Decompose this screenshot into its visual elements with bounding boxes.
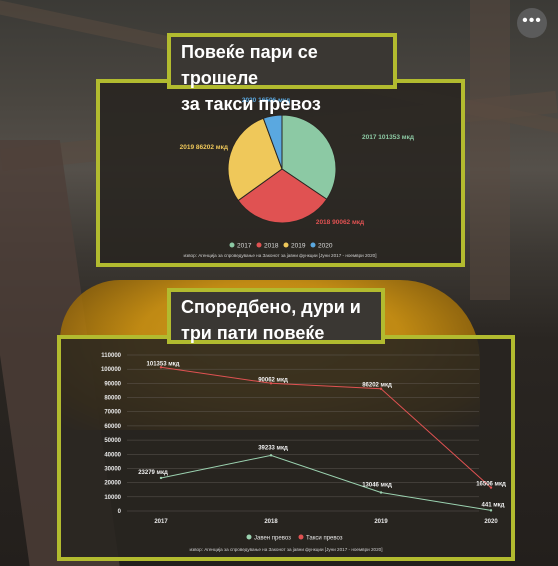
data-point (269, 454, 273, 457)
legend-marker (229, 242, 235, 248)
pie-slice (281, 114, 337, 200)
y-tick-label: 110000 (101, 353, 121, 359)
data-label: 13046 мкд (362, 482, 392, 488)
pie-slice (227, 117, 283, 202)
source-note: извор: Агенција за спроведување на Закон… (190, 547, 383, 552)
bridge-beam (470, 0, 510, 300)
data-point (379, 491, 383, 494)
series-line (160, 366, 492, 488)
legend-marker (283, 242, 289, 248)
source-note: извор: Агенција за спроведување на Закон… (184, 253, 377, 258)
legend-label: Такси превоз (306, 536, 343, 542)
data-label: 16506 мкд (476, 482, 506, 488)
pie-chart: 2017 101353 мкд 2018 90062 мкд 2019 86202 … (180, 97, 414, 258)
pie-slice (237, 168, 328, 224)
pie-slice (262, 114, 283, 170)
y-tick-label: 30000 (104, 466, 121, 472)
data-label: 101353 мкд (147, 361, 180, 367)
legend-marker (310, 242, 316, 248)
data-point (489, 486, 493, 489)
data-label: 23279 мкд (138, 470, 168, 476)
y-tick-label: 0 (118, 509, 122, 515)
pie-title-line1: Повеќе пари се трошеле (181, 42, 318, 88)
line-title-line1: Споредбено, дури и (181, 297, 361, 317)
x-tick-label: 2020 (484, 519, 498, 525)
y-tick-label: 10000 (104, 495, 121, 501)
data-point (269, 382, 273, 385)
pie-title-line2: за такси превоз (181, 94, 321, 114)
pie-slice-label: 2019 86202 мкд (180, 144, 228, 151)
legend-label: 2020 (318, 243, 333, 250)
legend-label: 2018 (264, 243, 279, 250)
line-chart-panel: 0 10000 20000 30000 40000 50000 60000 70000 8000… (57, 335, 515, 561)
y-tick-label: 80000 (104, 396, 121, 402)
data-point (379, 387, 383, 390)
data-point (159, 366, 163, 369)
y-tick-label: 60000 (104, 424, 121, 430)
pie-slice-label: 2017 101353 мкд (362, 134, 414, 141)
y-tick-label: 70000 (104, 410, 121, 416)
legend-label: 2017 (237, 243, 252, 250)
legend-label: 2019 (291, 243, 306, 250)
y-tick-label: 20000 (104, 481, 121, 487)
legend-marker (256, 242, 262, 248)
ellipsis-icon: ••• (522, 12, 542, 29)
data-label: 86202 мкд (362, 383, 392, 389)
legend-marker (246, 534, 252, 540)
data-label: 90062 мкд (258, 377, 288, 383)
legend-marker (298, 534, 304, 540)
more-options-button[interactable]: ••• (517, 8, 547, 38)
series-line (160, 454, 492, 511)
pie-chart-panel: 2017 101353 мкд 2018 90062 мкд 2019 86202 … (96, 79, 465, 267)
x-tick-label: 2019 (374, 519, 388, 525)
y-tick-label: 100000 (101, 367, 122, 373)
x-tick-label: 2017 (154, 519, 168, 525)
line-chart: 0 10000 20000 30000 40000 50000 60000 70000 8000… (101, 353, 506, 552)
data-label: 39233 мкд (258, 445, 288, 451)
pie-slice-label: 2018 90062 мкд (316, 219, 364, 226)
data-point (489, 509, 493, 512)
data-point (159, 476, 163, 480)
pie-slice-label: 2020 16506 мкд (242, 97, 290, 104)
line-title-line2: три пати повеќе (181, 323, 325, 343)
x-tick-label: 2018 (264, 519, 278, 525)
y-tick-label: 90000 (104, 381, 121, 387)
y-tick-label: 50000 (104, 438, 121, 444)
line-chart-title: Споредбено, дури и три пати повеќе (167, 288, 385, 344)
data-label: 441 мкд (482, 502, 505, 508)
legend-label: Јавен превоз (254, 536, 291, 542)
y-tick-label: 40000 (104, 452, 121, 458)
pie-chart-title: Повеќе пари се трошеле за такси превоз (167, 33, 397, 114)
